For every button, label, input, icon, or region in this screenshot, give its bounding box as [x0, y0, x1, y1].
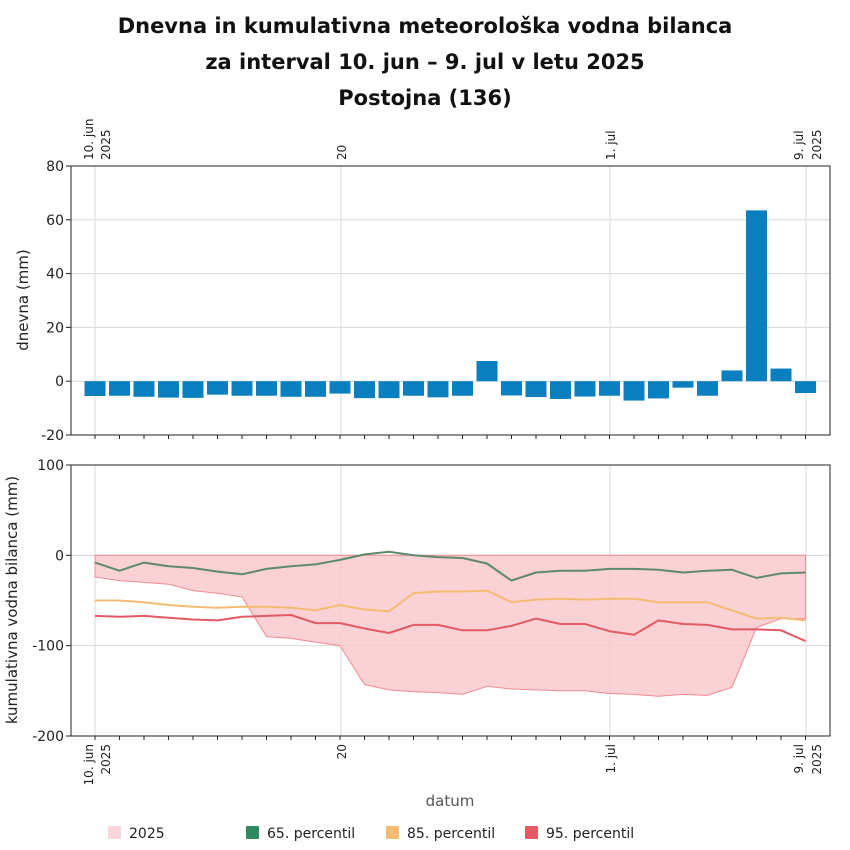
daily-bar: [501, 381, 522, 396]
top-y-tick-label: 0: [55, 374, 64, 390]
bottom-date-label-july: 1. jul: [604, 744, 618, 774]
legend: 2025 65. percentil 85. percentil 95. per…: [108, 826, 634, 842]
legend-label-2025: 2025: [129, 826, 165, 842]
top-y-tick-labels: 80 60 40 20 0 -20: [41, 159, 71, 444]
daily-bar: [721, 370, 743, 382]
daily-bar: [329, 381, 351, 394]
top-y-axis-title: dnevna (mm): [14, 249, 32, 351]
top-date-label-end: 9. jul: [792, 130, 806, 160]
bottom-date-label-end-year: 2025: [810, 744, 824, 775]
x-axis-title: datum: [426, 792, 475, 810]
daily-bar: [599, 381, 620, 396]
bottom-y-axis-title: kumulativna vodna bilanca (mm): [3, 476, 21, 724]
daily-bar: [697, 381, 718, 396]
daily-bar: [427, 381, 449, 398]
top-y-tick-label: -20: [41, 428, 64, 444]
daily-bar: [746, 210, 767, 382]
top-date-label-end-year: 2025: [810, 129, 824, 160]
daily-bar: [280, 381, 302, 397]
top-y-tick-label: 20: [46, 320, 64, 336]
legend-swatch-p65: [246, 826, 259, 839]
top-date-label-start: 10. jun: [82, 119, 96, 160]
daily-balance-panel: 80 60 40 20 0 -20 dnevna (mm) 10. jun 2025 20…: [14, 119, 831, 740]
daily-bar: [574, 381, 596, 397]
daily-bar: [109, 381, 130, 396]
top-y-tick-label: 80: [46, 159, 64, 175]
daily-bar: [672, 381, 694, 388]
daily-bar: [133, 381, 155, 397]
daily-bar: [158, 381, 179, 398]
legend-item-p65[interactable]: 65. percentil: [246, 826, 355, 842]
top-date-label-july: 1. jul: [604, 130, 618, 160]
daily-bar: [354, 381, 375, 399]
bottom-date-label-start: 10. jun: [82, 744, 96, 785]
daily-bar: [648, 381, 669, 399]
top-plot-frame: [70, 165, 831, 436]
daily-bar: [770, 368, 792, 382]
bottom-plot-frame: [70, 464, 831, 737]
daily-bar: [305, 381, 326, 397]
legend-item-p85[interactable]: 85. percentil: [386, 826, 495, 842]
bottom-y-tick-label: -200: [32, 729, 64, 745]
daily-bar: [403, 381, 424, 396]
top-y-tick-label: 40: [46, 267, 64, 283]
legend-label-p65: 65. percentil: [267, 826, 355, 842]
legend-item-2025[interactable]: 2025: [108, 826, 165, 842]
chart-title-line-2: za interval 10. jun – 9. jul v letu 2025: [205, 50, 644, 74]
daily-bar: [207, 381, 228, 395]
chart-title-line-1: Dnevna in kumulativna meteorološka vodna…: [118, 14, 733, 38]
daily-bar: [623, 381, 645, 401]
daily-bar: [182, 381, 204, 398]
legend-swatch-p85: [386, 826, 399, 839]
line-p65: [94, 550, 806, 582]
legend-label-p85: 85. percentil: [407, 826, 495, 842]
bottom-y-tick-labels: 100 0 -100 -200: [32, 458, 71, 745]
cumulative-balance-panel: 100 0 -100 -200 kumulativna vodna bilanca (…: [3, 458, 831, 785]
bottom-y-tick-label: 100: [37, 458, 64, 474]
legend-label-p95: 95. percentil: [546, 826, 634, 842]
top-date-label-mid: 20: [335, 145, 349, 160]
line-p85: [95, 589, 806, 622]
daily-bars: [84, 210, 816, 401]
daily-bar: [231, 381, 253, 396]
bottom-y-tick-label: 0: [55, 548, 64, 564]
daily-bar: [452, 381, 473, 396]
chart-title-line-3: Postojna (136): [338, 86, 511, 110]
bottom-date-label-start-year: 2025: [99, 744, 113, 775]
daily-bar: [525, 381, 547, 398]
daily-bar: [84, 381, 106, 396]
legend-swatch-p95: [525, 826, 538, 839]
daily-bar: [476, 361, 498, 382]
cumulative-series: [94, 550, 806, 697]
daily-bar: [550, 381, 571, 399]
daily-bar: [256, 381, 277, 396]
bottom-y-tick-label: -100: [32, 639, 64, 655]
legend-swatch-2025: [108, 826, 121, 839]
bottom-date-label-mid: 20: [335, 744, 349, 759]
legend-item-p95[interactable]: 95. percentil: [525, 826, 634, 842]
bottom-date-label-end: 9. jul: [792, 744, 806, 774]
daily-bar: [795, 381, 816, 394]
top-y-tick-label: 60: [46, 213, 64, 229]
daily-bar: [378, 381, 400, 399]
top-date-label-start-year: 2025: [99, 129, 113, 160]
area-2025: [94, 554, 806, 697]
line-p95: [94, 614, 806, 643]
